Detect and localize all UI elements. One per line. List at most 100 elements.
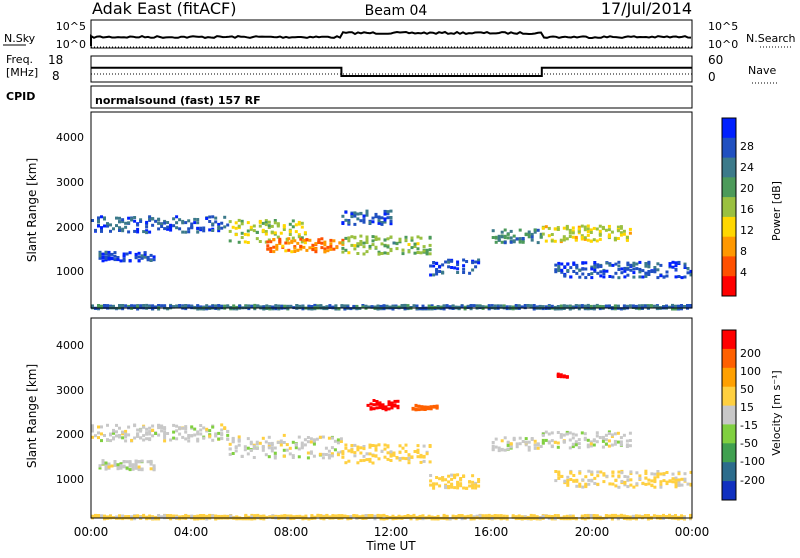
data-cell [586, 514, 590, 518]
data-cell [288, 222, 292, 226]
data-cell [142, 513, 146, 517]
data-cell [274, 304, 278, 308]
data-cell [404, 457, 408, 461]
data-cell [637, 515, 641, 519]
data-cell [652, 514, 656, 518]
data-cell [122, 254, 126, 258]
noise-panel: N.Sky 10^5 10^0 N.Search 10^5 10^0 [3, 19, 796, 51]
data-cell [365, 238, 369, 242]
data-cell [240, 219, 244, 223]
data-cell [297, 233, 301, 237]
data-cell [428, 243, 432, 247]
data-cell [544, 305, 548, 309]
data-cell [231, 225, 235, 229]
data-cell [343, 514, 347, 518]
data-cell [151, 428, 155, 432]
data-cell [172, 423, 176, 427]
data-cell [190, 425, 194, 429]
data-cell [441, 263, 445, 267]
data-cell [273, 221, 277, 225]
data-cell [401, 248, 405, 252]
colorbar-frame [721, 117, 737, 297]
data-cell [142, 230, 146, 234]
data-cell [689, 305, 692, 309]
data-cell [532, 307, 536, 311]
data-cell [303, 241, 307, 245]
data-cell [366, 403, 370, 407]
data-cell [190, 222, 194, 226]
data-cell [577, 227, 581, 231]
data-cell [556, 441, 560, 445]
data-cell [124, 225, 128, 229]
data-cell [246, 221, 250, 225]
data-cell [119, 462, 123, 466]
data-cell [116, 258, 120, 262]
data-cell [226, 430, 230, 434]
data-cell [423, 406, 427, 410]
data-cell [665, 270, 669, 274]
data-cell [112, 437, 115, 441]
data-cell [193, 433, 197, 437]
data-cell [574, 443, 578, 447]
data-cell [353, 244, 357, 248]
data-cell [689, 304, 692, 307]
data-cell [234, 226, 238, 230]
date-title: 17/Jul/2014 [601, 0, 692, 18]
data-cell [413, 251, 417, 255]
data-cell [381, 407, 385, 411]
data-cell [122, 252, 126, 256]
data-cell [109, 229, 112, 233]
data-cell [266, 244, 270, 248]
data-cell [217, 307, 221, 311]
data-cell [246, 241, 250, 244]
data-cell [211, 514, 215, 518]
data-cell [536, 228, 540, 232]
data-cell [674, 264, 678, 268]
data-cell [166, 221, 170, 224]
data-cell [270, 449, 274, 453]
data-cell [468, 480, 472, 484]
data-cell [184, 221, 188, 225]
data-cell [330, 446, 334, 450]
data-cell [371, 243, 375, 247]
colorbar-segment [722, 443, 736, 463]
data-cell [371, 235, 375, 239]
data-cell [547, 226, 551, 230]
data-cell [674, 481, 678, 485]
data-cell [468, 271, 472, 275]
data-cell [641, 275, 645, 279]
data-cell [214, 216, 218, 220]
data-cell [134, 461, 138, 465]
data-cell [524, 437, 528, 441]
data-cell [349, 515, 353, 519]
data-cell [370, 514, 374, 518]
data-cell [110, 464, 114, 468]
data-cell [390, 403, 394, 407]
data-cell [436, 305, 440, 308]
data-cell [261, 221, 265, 225]
data-cell [305, 238, 309, 242]
power-ytick-3000: 3000 [56, 176, 84, 189]
data-cell [299, 244, 303, 248]
data-cell [677, 260, 681, 264]
data-cell [297, 220, 301, 224]
data-cell [392, 451, 396, 455]
data-cell [273, 231, 277, 235]
vel-colorbar-tick-neg200: -200 [740, 474, 765, 487]
data-cell [577, 307, 581, 311]
data-cell [282, 433, 286, 437]
data-cell [674, 514, 677, 518]
data-cell [321, 435, 325, 439]
data-cell [235, 517, 239, 521]
data-cell [121, 430, 125, 434]
data-cell [598, 229, 602, 233]
data-cell [140, 459, 144, 463]
xtick-6: 00:00 [675, 525, 710, 539]
data-cell [418, 515, 422, 519]
data-cell [283, 304, 287, 308]
data-cell [554, 270, 558, 274]
data-cell [530, 438, 534, 441]
data-cell [505, 305, 509, 309]
data-cell [616, 514, 620, 518]
frequency-trace [91, 66, 692, 77]
